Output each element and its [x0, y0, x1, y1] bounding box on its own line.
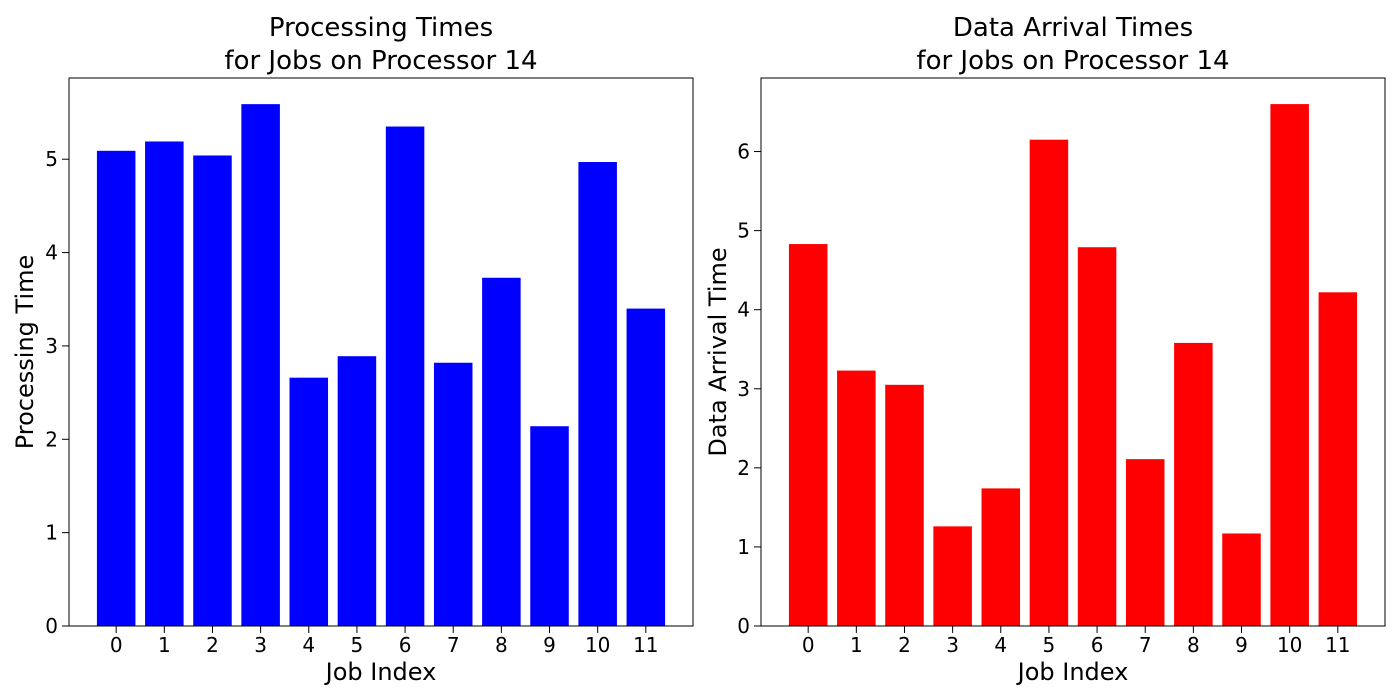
y-tick-label: 5 [737, 219, 750, 243]
x-tick-label: 0 [802, 633, 815, 657]
chart-title-line-2: for Jobs on Processor 14 [224, 46, 537, 76]
x-axis-label: Job Index [1016, 658, 1129, 686]
plot-frame [760, 77, 1386, 627]
bar-job-3 [933, 526, 972, 626]
y-tick-label: 4 [45, 241, 58, 265]
chart-title-line-1: Data Arrival Times [953, 13, 1193, 43]
x-tick-label: 1 [850, 633, 863, 657]
x-tick-label: 10 [1277, 633, 1302, 657]
bar-job-10 [1270, 104, 1309, 627]
x-tick-label: 0 [110, 633, 123, 657]
bar-job-4 [289, 377, 329, 626]
bar-job-11 [626, 308, 666, 626]
bar-job-6 [1077, 247, 1117, 626]
bar-job-8 [1174, 342, 1213, 626]
chart-title-line-2: for Jobs on Processor 14 [916, 46, 1229, 76]
bar-job-2 [193, 155, 232, 626]
x-tick-label: 6 [1091, 633, 1104, 657]
x-axis-ticks: 0 1 2 3 4 5 6 7 8 9 10 11 [802, 626, 1351, 657]
y-tick-label: 3 [737, 377, 750, 401]
x-tick-label: 1 [158, 633, 171, 657]
x-tick-label: 5 [1043, 633, 1056, 657]
bar-job-4 [981, 488, 1021, 626]
bar-job-7 [433, 362, 473, 626]
x-tick-label: 10 [585, 633, 610, 657]
bar-job-5 [337, 356, 377, 626]
x-tick-label: 5 [351, 633, 364, 657]
chart-title-line-1: Processing Times [269, 13, 493, 43]
x-tick-label: 6 [399, 633, 412, 657]
x-tick-label: 3 [254, 633, 267, 657]
x-axis-label: Job Index [324, 658, 437, 686]
bar-job-9 [530, 426, 569, 626]
y-axis-ticks: 0 1 2 3 4 5 [45, 147, 69, 638]
x-tick-label: 2 [898, 633, 911, 657]
y-tick-label: 6 [737, 140, 750, 164]
bar-job-10 [578, 162, 617, 626]
bars [96, 104, 666, 627]
y-tick-label: 2 [45, 427, 58, 451]
x-tick-label: 7 [1139, 633, 1152, 657]
x-tick-label: 11 [1325, 633, 1350, 657]
bar-job-6 [385, 126, 425, 627]
bar-job-2 [885, 384, 924, 626]
bars [788, 104, 1358, 627]
y-tick-label: 1 [45, 521, 58, 545]
x-axis-ticks: 0 1 2 3 4 5 6 7 8 9 10 11 [110, 626, 659, 657]
bar-job-0 [96, 150, 136, 626]
y-tick-label: 3 [45, 334, 58, 358]
bar-job-11 [1318, 292, 1358, 626]
bar-job-3 [241, 104, 280, 626]
y-tick-label: 4 [737, 298, 750, 322]
y-axis-ticks: 0 1 2 3 4 5 6 [737, 140, 761, 638]
x-tick-label: 3 [946, 633, 959, 657]
x-tick-label: 9 [1235, 633, 1248, 657]
plot-frame [68, 77, 694, 627]
y-tick-label: 0 [737, 614, 750, 638]
bar-job-1 [145, 141, 184, 626]
bar-job-1 [837, 370, 876, 626]
chart-processing-times: Processing Times for Jobs on Processor 1… [11, 13, 694, 686]
y-tick-label: 1 [737, 535, 750, 559]
bar-job-9 [1222, 533, 1261, 626]
x-tick-label: 9 [543, 633, 556, 657]
x-tick-label: 8 [495, 633, 508, 657]
y-axis-label: Processing Time [11, 255, 39, 450]
x-tick-label: 4 [994, 633, 1007, 657]
chart-data-arrival-times: Data Arrival Times for Jobs on Processor… [704, 13, 1386, 686]
bar-job-8 [482, 277, 521, 626]
bar-job-5 [1029, 139, 1069, 626]
x-tick-label: 7 [447, 633, 460, 657]
y-tick-label: 2 [737, 456, 750, 480]
y-tick-label: 5 [45, 147, 58, 171]
bar-job-0 [788, 244, 828, 626]
x-tick-label: 11 [633, 633, 658, 657]
x-tick-label: 8 [1187, 633, 1200, 657]
y-axis-label: Data Arrival Time [704, 247, 732, 456]
bar-job-7 [1125, 459, 1165, 626]
x-tick-label: 4 [302, 633, 315, 657]
y-tick-label: 0 [45, 614, 58, 638]
x-tick-label: 2 [206, 633, 219, 657]
